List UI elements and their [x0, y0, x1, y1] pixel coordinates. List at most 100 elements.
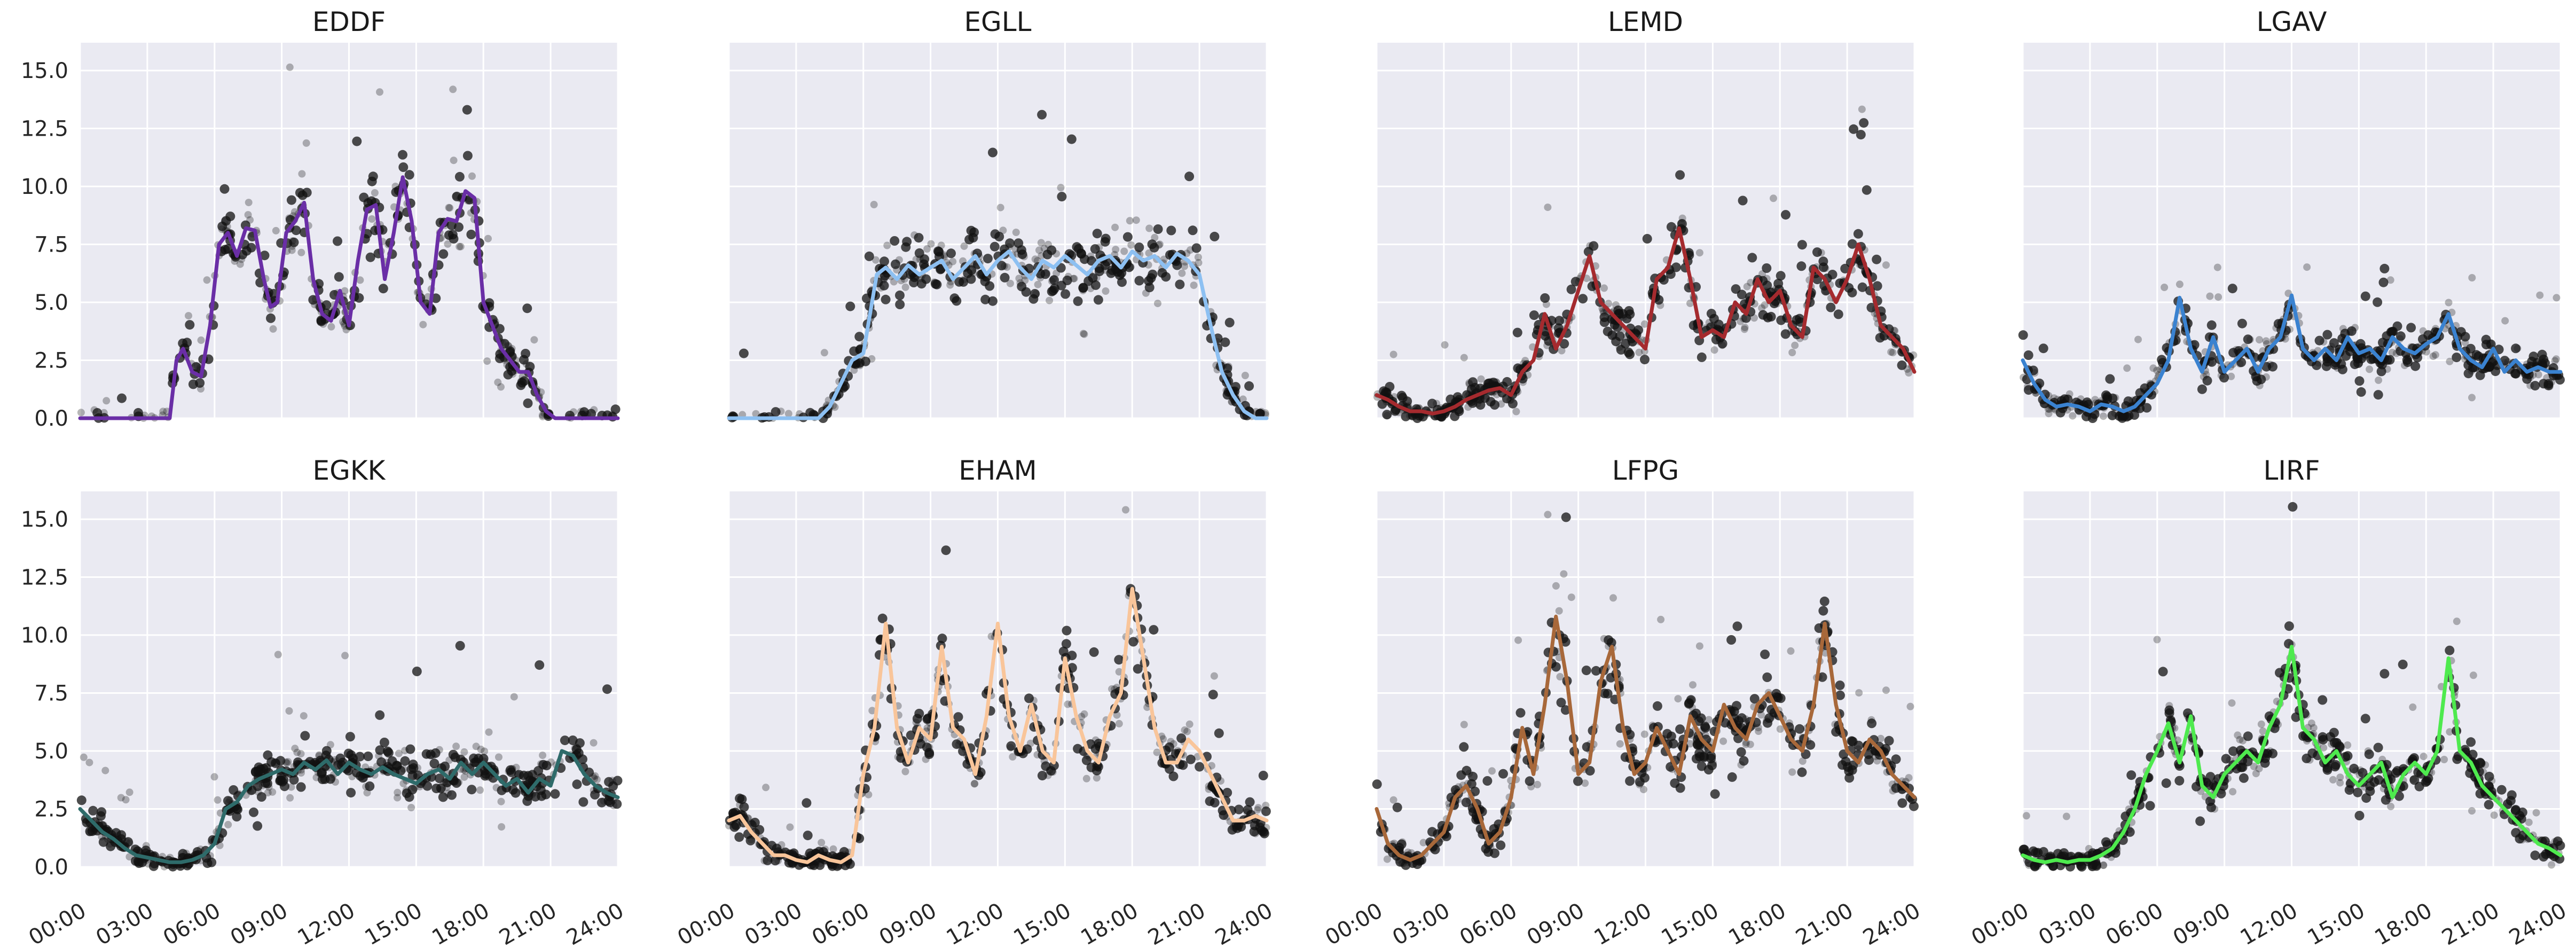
scatter-point [1882, 686, 1890, 694]
scatter-point [1143, 703, 1151, 711]
scatter-point [1858, 105, 1866, 113]
scatter-point [1686, 740, 1694, 748]
scatter-point [2387, 802, 2395, 810]
scatter-point [883, 241, 891, 249]
scatter-point [345, 732, 355, 742]
scatter-point [2484, 771, 2494, 781]
scatter-point [197, 846, 205, 853]
scatter-point [2496, 785, 2507, 795]
scatter-point [2256, 336, 2263, 344]
scatter-point [610, 404, 621, 414]
scatter-point [308, 295, 318, 305]
scatter-point [805, 408, 815, 418]
scatter-point [1872, 254, 1882, 264]
scatter-point [1496, 840, 1506, 850]
x-tick-label: 12:00 [1590, 898, 1656, 947]
scatter-point [2507, 790, 2517, 800]
scatter-point [1762, 672, 1772, 682]
scatter-point [1153, 748, 1161, 756]
scatter-point [247, 785, 257, 795]
scatter-point [2366, 365, 2374, 373]
scatter-point [282, 758, 290, 766]
scatter-point [1030, 696, 1038, 705]
scatter-point [2440, 756, 2448, 763]
scatter-point [378, 284, 388, 294]
panel-title: EDDF [312, 6, 386, 37]
x-tick-label: 12:00 [943, 898, 1008, 947]
scatter-point [893, 266, 901, 273]
scatter-point [398, 150, 407, 160]
scatter-point [340, 320, 348, 328]
scatter-point [1254, 804, 1262, 812]
scatter-point [1122, 506, 1129, 514]
scatter-point [1821, 264, 1829, 272]
scatter-point [1717, 339, 1727, 349]
scatter-point [865, 791, 873, 799]
scatter-point [288, 237, 296, 245]
scatter-point [577, 408, 585, 416]
scatter-point [2227, 284, 2237, 294]
scatter-point [1175, 279, 1185, 289]
scatter-point [1178, 760, 1188, 770]
scatter-point [750, 818, 760, 827]
scatter-point [1456, 770, 1466, 780]
scatter-point [1758, 304, 1766, 312]
scatter-point [1259, 828, 1269, 839]
scatter-point [1086, 739, 1096, 749]
scatter-point [980, 276, 990, 286]
scatter-point [2318, 695, 2328, 705]
scatter-point [77, 409, 85, 417]
scatter-point [762, 784, 770, 792]
scatter-point [1514, 636, 1522, 644]
scatter-point [1791, 341, 1799, 349]
scatter-point [462, 151, 473, 161]
scatter-point [288, 242, 296, 250]
scatter-point [508, 765, 516, 772]
scatter-point [2456, 327, 2466, 337]
scatter-point [2391, 768, 2401, 778]
scatter-point [241, 246, 252, 256]
scatter-point [868, 355, 876, 363]
scatter-point [989, 241, 1000, 252]
scatter-point [1788, 349, 1796, 356]
scatter-point [117, 794, 125, 802]
scatter-point [2126, 770, 2137, 780]
scatter-point [92, 408, 103, 418]
scatter-point [223, 796, 233, 806]
scatter-point [495, 753, 502, 761]
scatter-point [2262, 337, 2270, 345]
scatter-point [1144, 261, 1152, 269]
scatter-point [968, 233, 978, 243]
scatter-point [1855, 689, 1863, 697]
scatter-point [1144, 276, 1153, 286]
scatter-point [2484, 362, 2494, 372]
scatter-point [2236, 735, 2244, 743]
x-tick-label: 00:00 [25, 898, 90, 947]
scatter-point [2378, 277, 2389, 287]
scatter-point [803, 831, 813, 841]
scatter-point [1835, 690, 1845, 700]
scatter-point [1818, 256, 1828, 267]
scatter-point [2142, 403, 2152, 413]
scatter-point [101, 766, 109, 774]
scatter-point [879, 271, 890, 281]
scatter-point [916, 255, 924, 263]
scatter-point [1625, 349, 1635, 359]
scatter-point [444, 240, 452, 248]
scatter-point [1695, 752, 1705, 762]
scatter-point [1887, 348, 1895, 356]
scatter-point [1884, 735, 1894, 746]
scatter-point [274, 651, 282, 659]
scatter-point [272, 758, 280, 766]
scatter-point [923, 714, 933, 723]
scatter-point [291, 745, 299, 753]
scatter-point [2468, 274, 2476, 281]
scatter-point [845, 301, 855, 311]
scatter-point [2484, 800, 2494, 810]
scatter-point [2234, 731, 2242, 739]
scatter-point [2332, 738, 2342, 748]
scatter-point [1910, 351, 1918, 359]
scatter-point [1513, 363, 1523, 373]
x-tick-label: 21:00 [1144, 898, 1210, 947]
